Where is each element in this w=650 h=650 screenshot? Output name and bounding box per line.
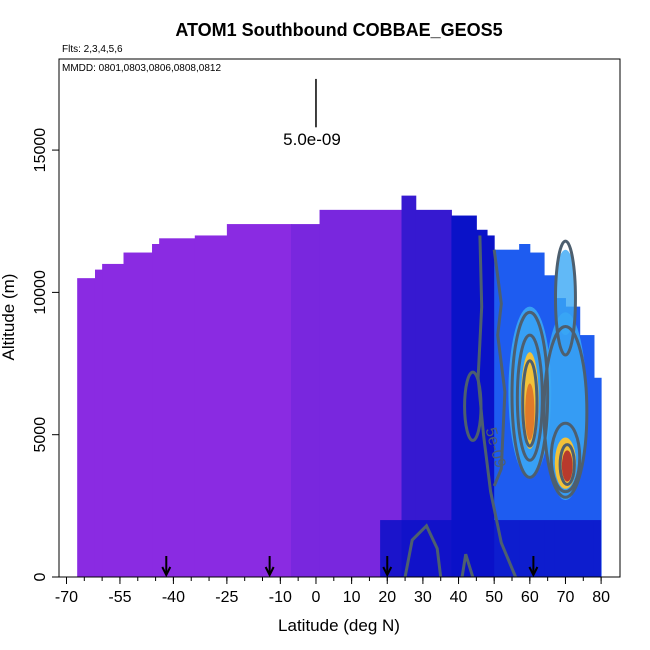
x-tick-label: 0 bbox=[312, 589, 321, 606]
heatmap-column bbox=[123, 252, 153, 578]
x-tick-label: -70 bbox=[55, 589, 78, 606]
plot-frame bbox=[58, 58, 621, 578]
profile-arrow-head bbox=[161, 566, 172, 578]
y-tick-label: 10000 bbox=[32, 270, 49, 315]
heatmap-column bbox=[159, 238, 196, 578]
profile-arrow-head bbox=[264, 566, 275, 578]
x-tick-label: 40 bbox=[450, 589, 468, 606]
x-tick-label: -40 bbox=[162, 589, 185, 606]
core-b-inner bbox=[561, 450, 573, 482]
heatmap-column bbox=[487, 235, 495, 577]
chart-title: ATOM1 Southbound COBBAE_GEOS5 bbox=[175, 20, 502, 40]
contour-ring bbox=[463, 370, 483, 442]
contour-line bbox=[403, 523, 443, 578]
y-tick-label: 0 bbox=[32, 572, 49, 581]
heatmap-column bbox=[77, 278, 96, 577]
x-tick-label: 80 bbox=[592, 589, 610, 606]
heatmap-column bbox=[152, 244, 160, 577]
contour-lines bbox=[403, 235, 589, 578]
contour-ring bbox=[558, 443, 576, 487]
profile-arrow-head bbox=[382, 566, 393, 578]
profile-arrow-head bbox=[528, 566, 539, 578]
dates-note: MMDD: 0801,0803,0806,0808,0812 bbox=[62, 63, 221, 74]
contour-ring bbox=[521, 359, 539, 448]
heatmap-column bbox=[415, 209, 452, 577]
y-tick-label: 5000 bbox=[32, 417, 49, 453]
x-axis-label: Latitude (deg N) bbox=[278, 616, 400, 635]
x-tick-label: 10 bbox=[343, 589, 361, 606]
x-tick-label: 20 bbox=[378, 589, 396, 606]
core-a-inner bbox=[525, 383, 535, 441]
x-tick-label: -25 bbox=[215, 589, 238, 606]
y-axis-label: Altitude (m) bbox=[0, 274, 18, 361]
x-tick-label: 70 bbox=[557, 589, 575, 606]
x-tick-label: 30 bbox=[414, 589, 432, 606]
heatmap-column bbox=[319, 209, 403, 577]
contour-ring bbox=[542, 325, 589, 499]
heatmap-column bbox=[291, 224, 321, 578]
x-tick-label: -10 bbox=[269, 589, 292, 606]
contour-ring bbox=[510, 310, 550, 479]
contour-line bbox=[492, 249, 507, 487]
heatmap-column bbox=[102, 263, 125, 577]
y-tick-label: 15000 bbox=[32, 128, 49, 173]
x-tick-label: 60 bbox=[521, 589, 539, 606]
x-tick-label: -55 bbox=[108, 589, 131, 606]
heatmap-column bbox=[593, 377, 602, 577]
low-band bbox=[380, 520, 602, 577]
heatmap-column bbox=[94, 269, 103, 577]
contour-ring bbox=[553, 239, 577, 357]
scale-label: 5.0e-09 bbox=[283, 130, 341, 149]
plot-area: 5e-09-70 -55 -40 -25 -10 0 10 20 30 40 50 60 70 80050… bbox=[32, 58, 621, 606]
contour-ring bbox=[549, 421, 582, 494]
plume-b bbox=[544, 312, 587, 501]
plume-c bbox=[554, 249, 577, 336]
flights-note: Flts: 2,3,4,5,6 bbox=[62, 44, 123, 55]
heatmap-column bbox=[194, 235, 228, 577]
x-tick-label: 50 bbox=[485, 589, 503, 606]
heatmap-cells bbox=[77, 195, 602, 578]
contour-ring bbox=[515, 333, 544, 462]
contour-line bbox=[476, 235, 517, 578]
contour-line bbox=[460, 553, 475, 578]
heatmap-column bbox=[401, 195, 417, 577]
heatmap-column bbox=[226, 224, 292, 578]
